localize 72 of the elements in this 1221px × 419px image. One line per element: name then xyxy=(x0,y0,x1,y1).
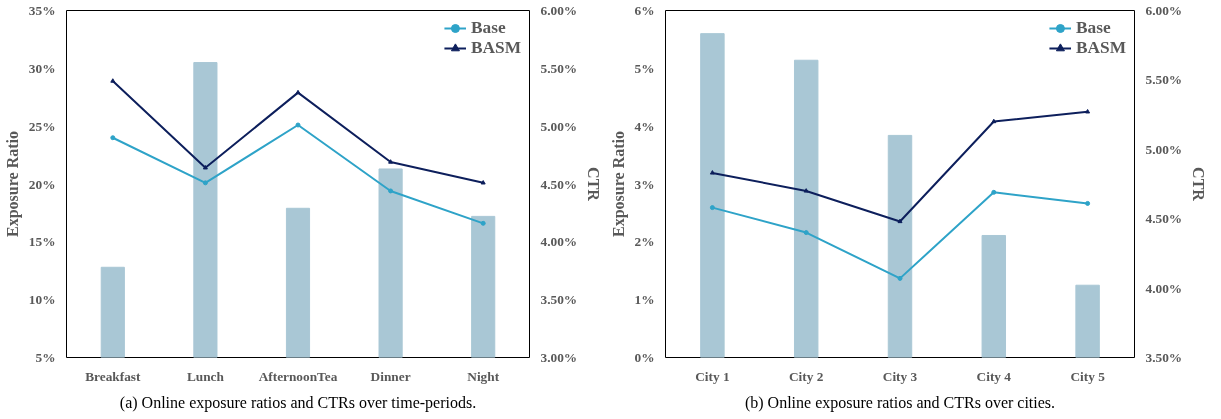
y2-tick-label: 3.50% xyxy=(1145,350,1183,365)
point xyxy=(480,180,486,185)
x-tick-label: Lunch xyxy=(186,368,225,384)
y2-tick-label: 5.50% xyxy=(540,60,578,76)
y2-axis-title: CTR xyxy=(585,167,603,202)
y-tick-label: 1% xyxy=(634,292,655,308)
point xyxy=(709,170,715,175)
bar xyxy=(981,234,1007,358)
bar xyxy=(793,59,819,358)
y2-tick-label: 4.00% xyxy=(540,234,578,250)
point xyxy=(202,165,208,170)
x-tick-label: City 5 xyxy=(1070,368,1106,384)
point xyxy=(897,218,903,224)
bar xyxy=(887,134,913,358)
x-tick-label: City 2 xyxy=(788,368,824,384)
y-tick-label: 0% xyxy=(634,350,655,365)
point xyxy=(388,188,394,194)
bar xyxy=(1075,284,1100,358)
text: (a) Online exposure ratios and CTRs over time-periods. xyxy=(119,393,477,412)
y2-tick-label: 5.00% xyxy=(540,118,578,134)
point xyxy=(110,135,116,141)
point xyxy=(803,188,809,193)
legend-label: BASM xyxy=(470,38,521,58)
y2-tick-label: 6.00% xyxy=(1145,3,1183,18)
legend-label: Base xyxy=(470,18,506,38)
point xyxy=(295,89,301,95)
x-tick-label: City 3 xyxy=(882,368,918,384)
x-tick-label: Breakfast xyxy=(85,368,141,384)
y2-tick-label: 4.50% xyxy=(1145,211,1183,227)
y2-tick-label: 4.00% xyxy=(1145,280,1183,296)
point xyxy=(480,220,486,226)
y-tick-label: 30% xyxy=(28,60,56,76)
y-tick-label: 2% xyxy=(634,234,655,250)
x-tick-label: City 1 xyxy=(695,368,730,384)
x-tick-label: City 4 xyxy=(976,368,1012,384)
y-tick-label: 5% xyxy=(35,350,56,365)
y-tick-label: 25% xyxy=(28,118,56,134)
y-tick-label: 3% xyxy=(634,176,655,192)
y-tick-label: 10% xyxy=(28,292,56,308)
y2-tick-label: 4.50% xyxy=(540,176,578,192)
y2-tick-label: 3.00% xyxy=(540,350,578,365)
point xyxy=(295,122,301,128)
y-tick-label: 6% xyxy=(634,3,655,18)
y-tick-label: 5% xyxy=(634,60,655,76)
y2-tick-label: 3.50% xyxy=(540,292,578,308)
y-tick-label: 20% xyxy=(28,176,56,192)
y-axis-title: Exposure Ratio xyxy=(3,131,22,237)
x-tick-label: Night xyxy=(467,368,500,384)
point xyxy=(991,118,997,124)
y-tick-label: 15% xyxy=(28,234,56,250)
text: (b) Online exposure ratios and CTRs over cities. xyxy=(744,393,1056,412)
y2-axis-title: CTR xyxy=(1190,167,1208,202)
point xyxy=(1085,200,1091,206)
point xyxy=(897,275,903,281)
y2-tick-label: 6.00% xyxy=(540,3,578,18)
x-tick-label: AfternoonTea xyxy=(258,368,338,384)
point xyxy=(709,205,715,211)
point xyxy=(202,180,208,186)
y-tick-label: 35% xyxy=(28,3,56,18)
point xyxy=(803,230,809,236)
y2-tick-label: 5.00% xyxy=(1145,141,1183,157)
point xyxy=(991,189,997,195)
point xyxy=(1085,109,1091,114)
x-tick-label: Dinner xyxy=(370,368,411,384)
y-axis-title: Exposure Ratio xyxy=(609,131,628,237)
legend-label: BASM xyxy=(1075,38,1126,58)
y-tick-label: 4% xyxy=(634,118,655,134)
point xyxy=(110,78,116,83)
y2-tick-label: 5.50% xyxy=(1145,72,1183,88)
bar xyxy=(700,33,725,358)
legend-label: Base xyxy=(1075,18,1111,38)
point xyxy=(388,159,394,164)
